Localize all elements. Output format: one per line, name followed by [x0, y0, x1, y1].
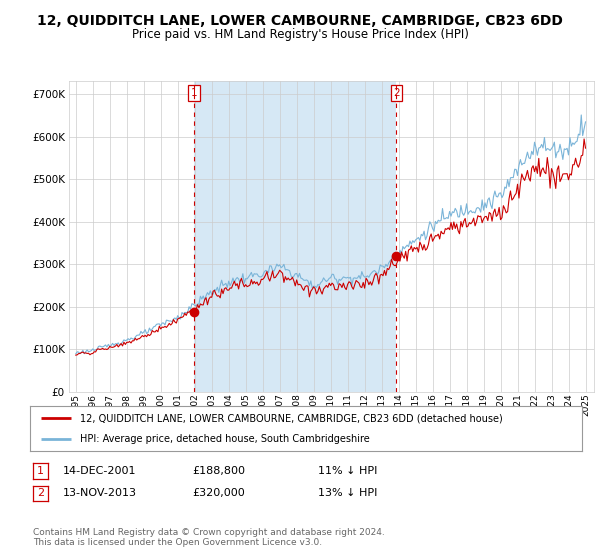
Bar: [194, 81, 397, 392]
Text: 1: 1: [37, 466, 44, 476]
Text: 12, QUIDDITCH LANE, LOWER CAMBOURNE, CAMBRIDGE, CB23 6DD: 12, QUIDDITCH LANE, LOWER CAMBOURNE, CAM…: [37, 14, 563, 28]
Text: £188,800: £188,800: [192, 466, 245, 476]
Text: 2: 2: [393, 88, 400, 98]
Text: Contains HM Land Registry data © Crown copyright and database right 2024.
This d: Contains HM Land Registry data © Crown c…: [33, 528, 385, 547]
Text: 14-DEC-2001: 14-DEC-2001: [63, 466, 137, 476]
Text: 11% ↓ HPI: 11% ↓ HPI: [318, 466, 377, 476]
Text: Price paid vs. HM Land Registry's House Price Index (HPI): Price paid vs. HM Land Registry's House …: [131, 28, 469, 41]
Text: £320,000: £320,000: [192, 488, 245, 498]
Text: 1: 1: [191, 88, 197, 98]
Text: 2: 2: [37, 488, 44, 498]
Text: HPI: Average price, detached house, South Cambridgeshire: HPI: Average price, detached house, Sout…: [80, 433, 370, 444]
Text: 12, QUIDDITCH LANE, LOWER CAMBOURNE, CAMBRIDGE, CB23 6DD (detached house): 12, QUIDDITCH LANE, LOWER CAMBOURNE, CAM…: [80, 413, 502, 423]
Text: 13-NOV-2013: 13-NOV-2013: [63, 488, 137, 498]
Text: 13% ↓ HPI: 13% ↓ HPI: [318, 488, 377, 498]
